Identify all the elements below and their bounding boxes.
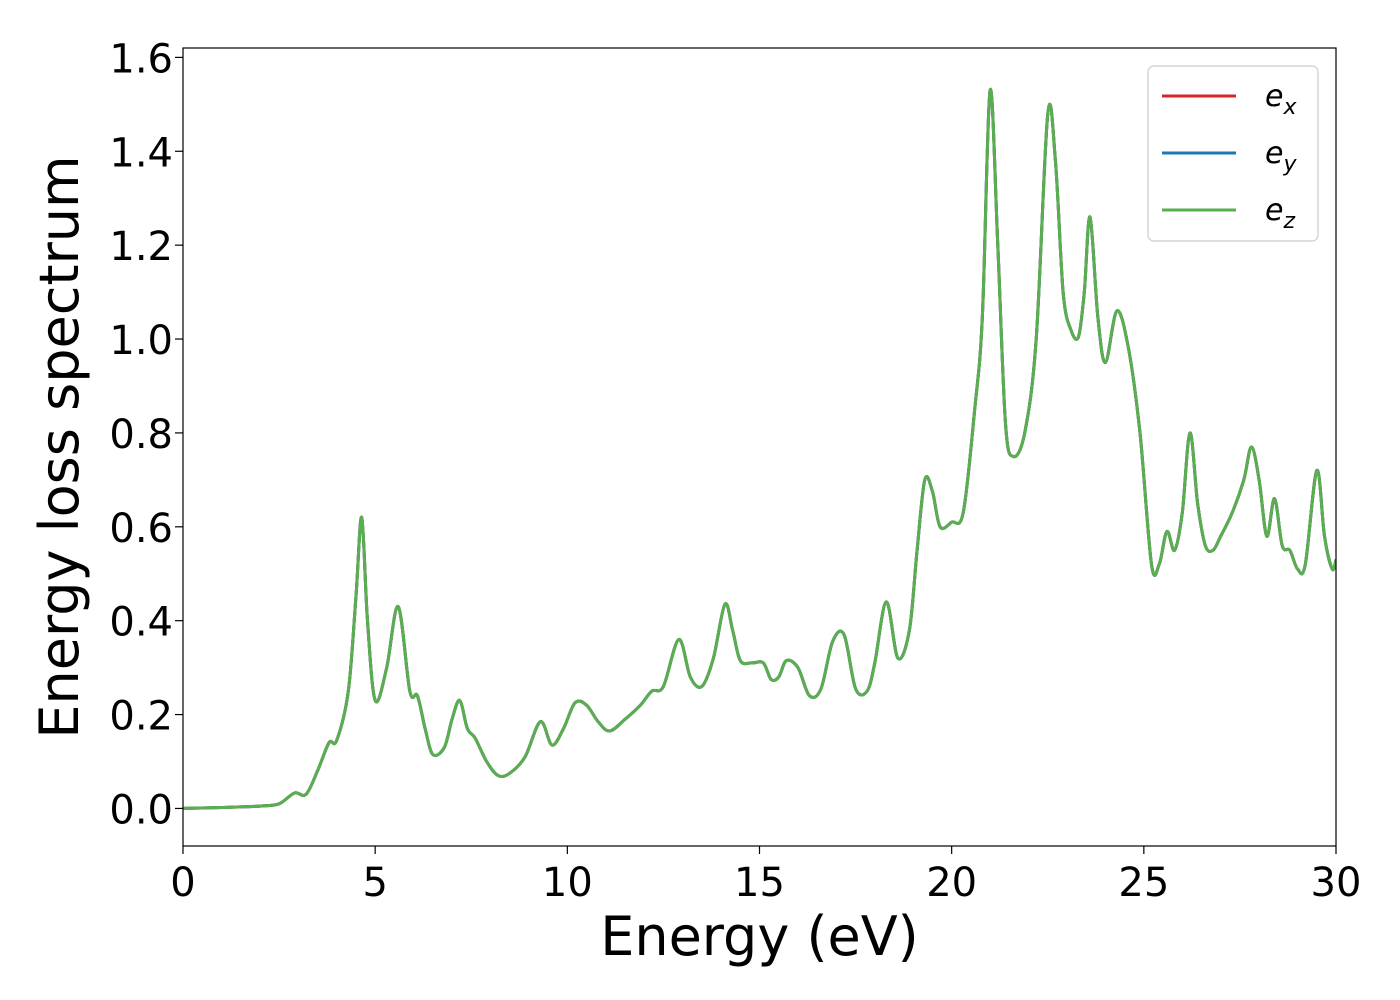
x-tick-label: 15 [734, 860, 785, 906]
x-axis-title: Energy (eV) [600, 905, 919, 968]
y-tick-label: 0.8 [109, 412, 173, 458]
x-tick-label: 0 [170, 860, 195, 906]
y-tick-label: 1.6 [109, 36, 173, 82]
series-line-e_z [183, 88, 1336, 810]
plot-area [183, 88, 1336, 810]
x-tick-label: 20 [926, 860, 977, 906]
y-axis-title: Energy loss spectrum [28, 155, 91, 738]
legend-label-e_x: ex [1265, 79, 1297, 120]
y-tick-label: 1.2 [109, 224, 173, 270]
y-tick-label: 1.4 [109, 130, 173, 176]
legend: ex ey ez [1147, 65, 1319, 242]
x-tick-label: 30 [1311, 860, 1362, 906]
x-tick-label: 25 [1118, 860, 1169, 906]
y-tick-label: 0.6 [109, 506, 173, 552]
y-tick-label: 1.0 [109, 318, 173, 364]
x-tick-label: 5 [362, 860, 387, 906]
x-tick-label: 10 [542, 860, 593, 906]
y-tick-label: 0.4 [109, 600, 173, 646]
y-tick-label: 0.2 [109, 694, 173, 740]
legend-label-e_z: ez [1265, 193, 1295, 234]
legend-label-e_y: ey [1265, 136, 1297, 177]
axes: 0 5 10 15 20 25 30 0.0 0.2 0.4 0.6 0.8 1.0 1.2 1.4 1.6 [109, 36, 1361, 906]
y-tick-label: 0.0 [109, 787, 173, 833]
